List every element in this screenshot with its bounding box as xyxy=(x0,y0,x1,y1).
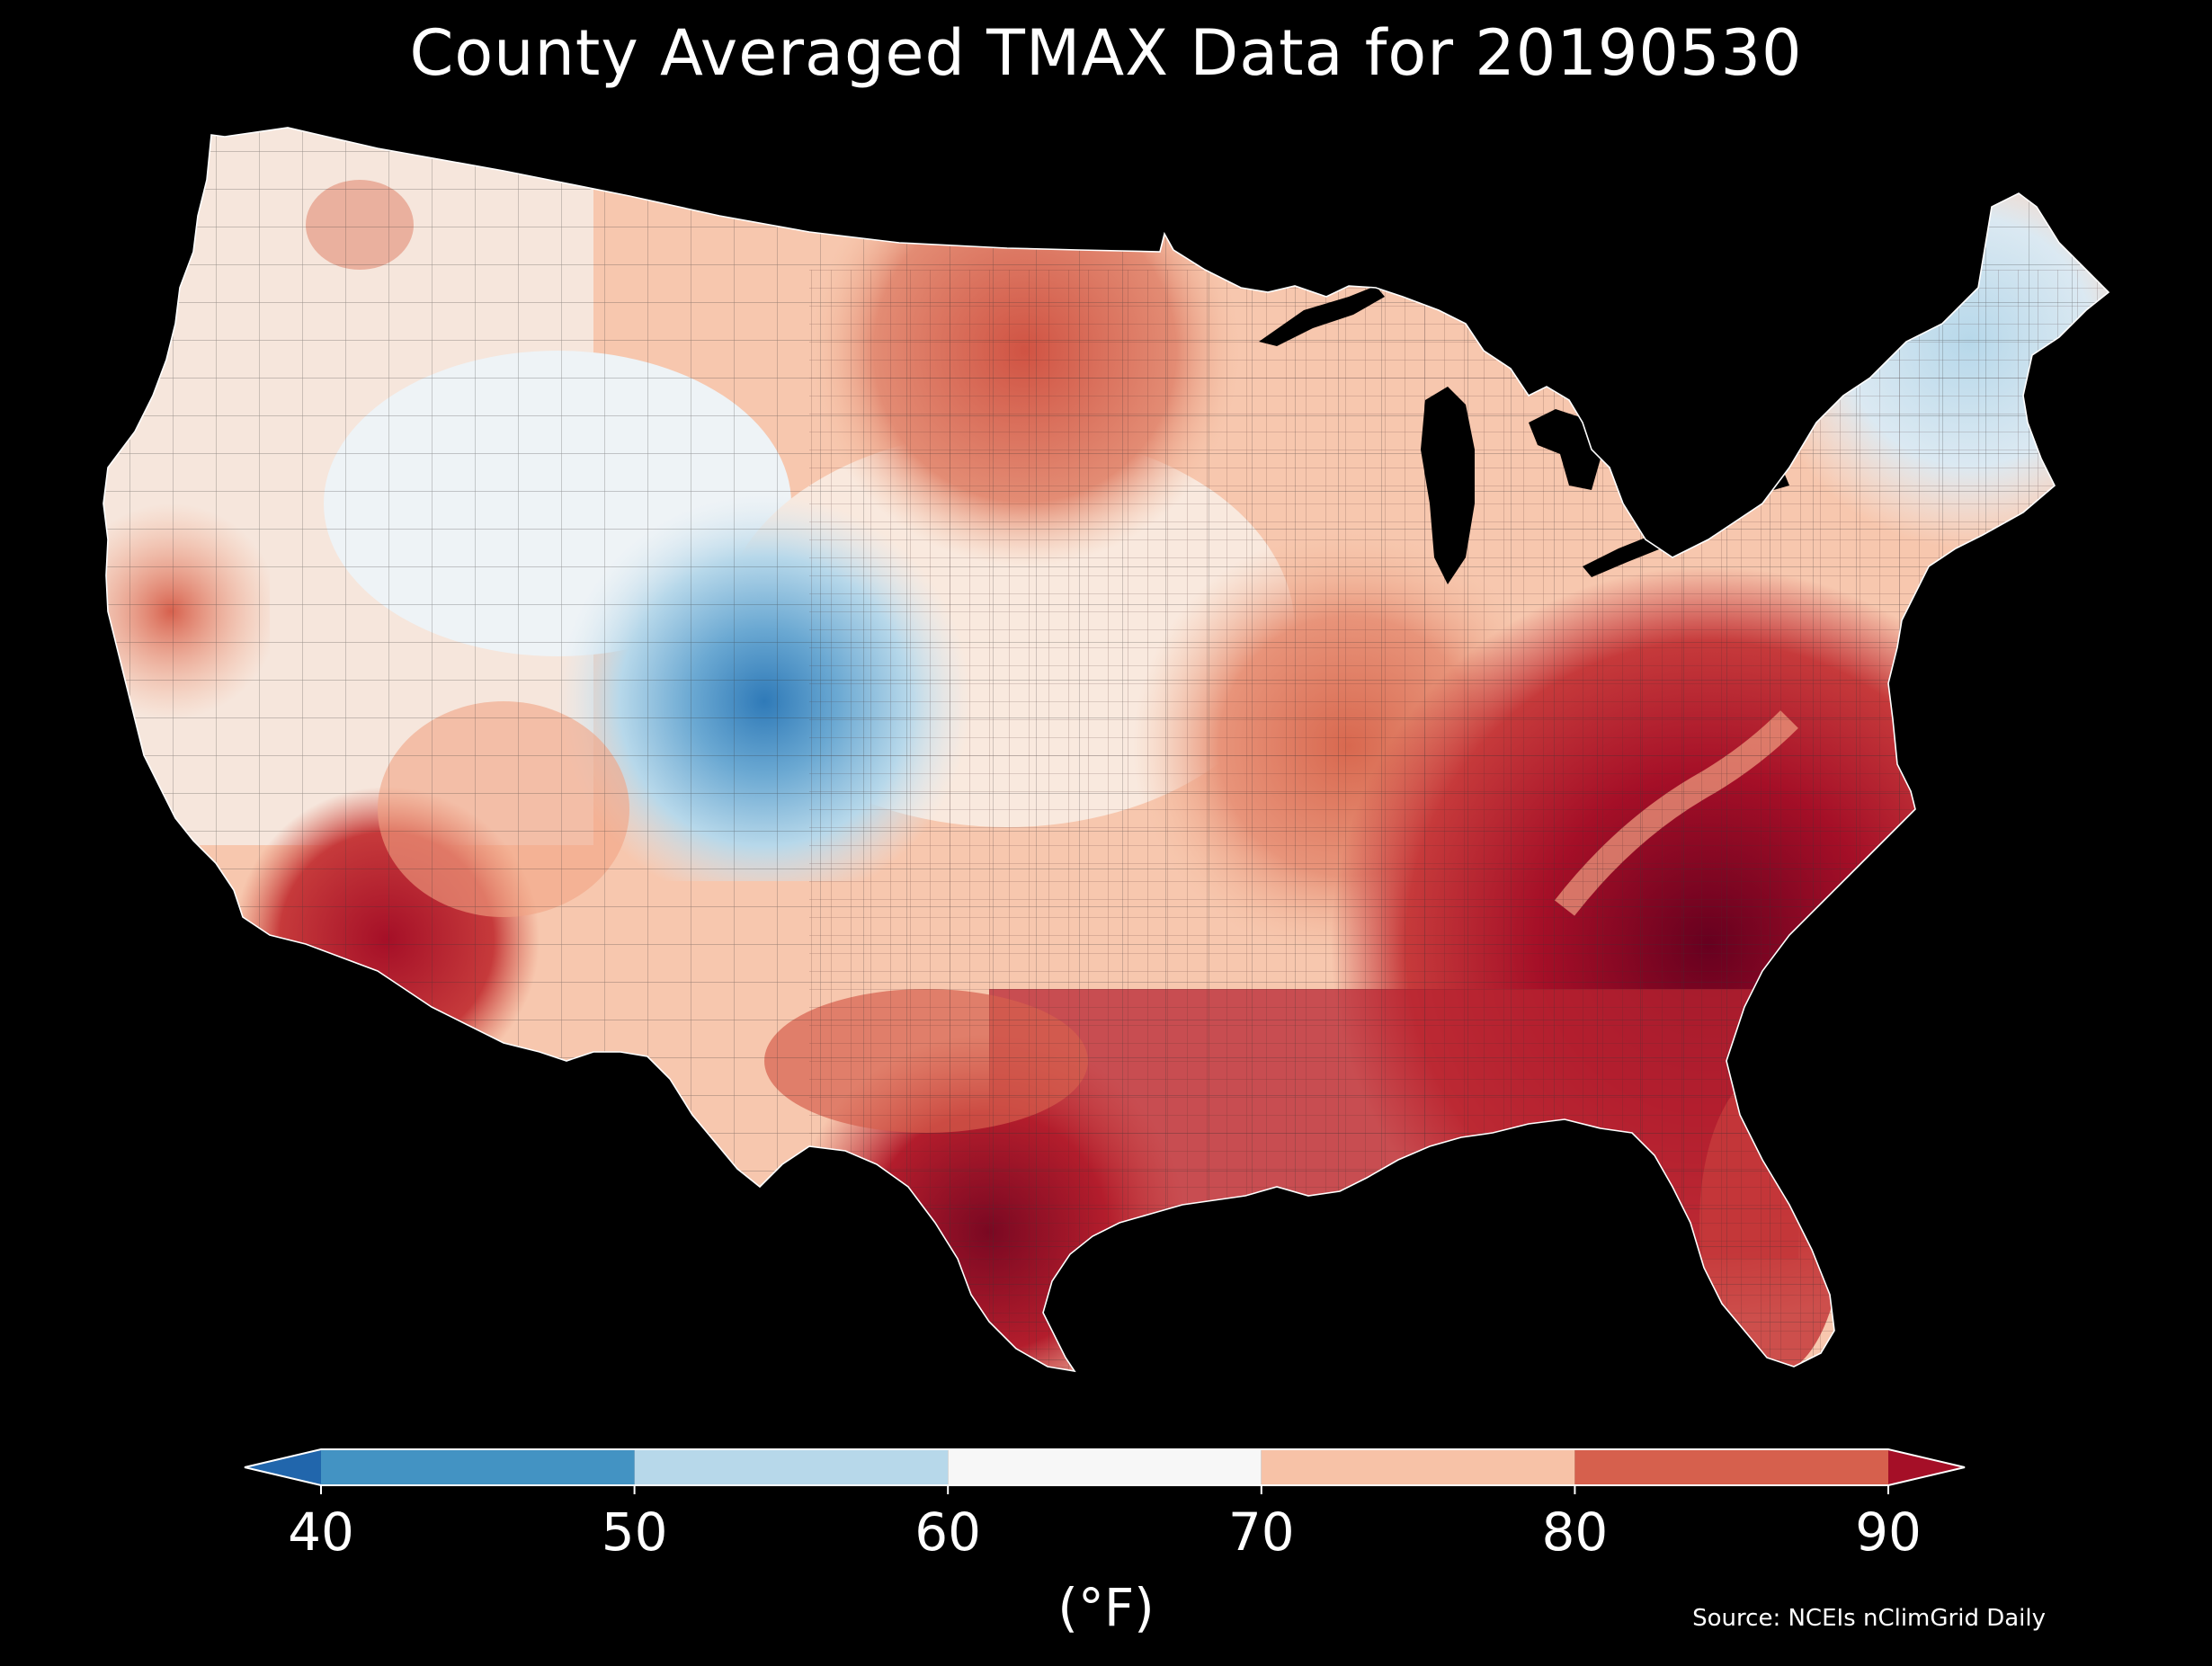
colorbar-over-extend xyxy=(1888,1449,1965,1485)
colorbar-tick-label: 90 xyxy=(1855,1501,1922,1563)
colorbar-bin xyxy=(1261,1449,1575,1485)
colorbar: 40 50 60 70 80 90 (°F) Source: NCEIs nClimGri… xyxy=(244,1448,2046,1638)
lake-huron xyxy=(1529,409,1601,490)
colorbar-bins xyxy=(244,1448,1966,1486)
colorbar-bin xyxy=(634,1449,949,1485)
colorbar-unit-label: (°F) xyxy=(1057,1577,1155,1638)
source-note: Source: NCEIs nClimGrid Daily xyxy=(1692,1605,2046,1632)
map-area xyxy=(103,127,2109,1372)
lake-superior xyxy=(1259,286,1385,346)
page-title: County Averaged TMAX Data for 20190530 xyxy=(409,16,1803,90)
colorbar-tick-label: 40 xyxy=(288,1501,354,1563)
colorbar-bin xyxy=(948,1449,1262,1485)
lake-michigan xyxy=(1421,387,1475,584)
colorbar-bin xyxy=(1574,1449,1888,1485)
colorbar-ticks: 40 50 60 70 80 90 xyxy=(288,1485,1922,1563)
colorbar-tick-label: 50 xyxy=(602,1501,668,1563)
colorbar-tick-label: 80 xyxy=(1541,1501,1608,1563)
colorbar-tick-label: 60 xyxy=(914,1501,981,1563)
colorbar-tick-label: 70 xyxy=(1228,1501,1295,1563)
choropleth-map xyxy=(103,127,2109,1372)
lake-ontario xyxy=(1717,475,1789,500)
eastern-county-lines xyxy=(809,270,2109,1371)
county-fill-layer xyxy=(103,128,2109,1371)
colorbar-under-extend xyxy=(245,1449,321,1485)
lake-erie xyxy=(1583,517,1713,577)
colorbar-bin xyxy=(321,1449,635,1485)
great-lakes xyxy=(1259,286,1789,584)
